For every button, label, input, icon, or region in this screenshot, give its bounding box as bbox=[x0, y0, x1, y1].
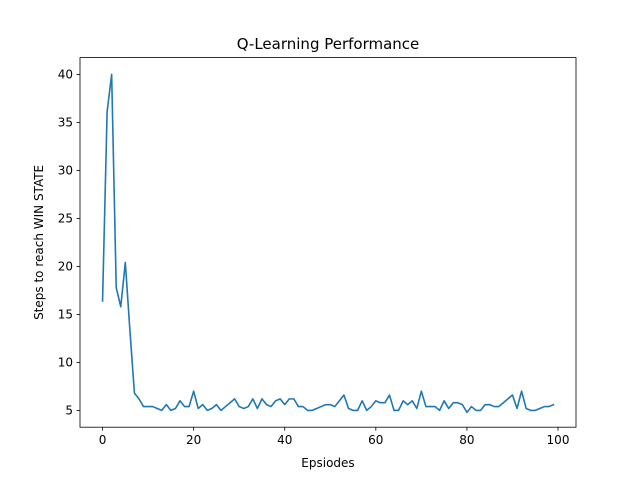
y-tick-label: 25 bbox=[58, 212, 73, 226]
y-axis-ticks: 5 10 15 20 25 30 35 40 bbox=[58, 68, 80, 418]
x-tick-label: 100 bbox=[547, 433, 570, 447]
y-tick-label: 15 bbox=[58, 308, 73, 322]
chart-title: Q-Learning Performance bbox=[237, 35, 420, 53]
series-line bbox=[101, 73, 555, 414]
x-axis-ticks: 0 20 40 60 80 100 bbox=[99, 427, 570, 447]
x-tick-label: 40 bbox=[277, 433, 292, 447]
x-tick-label: 0 bbox=[99, 433, 107, 447]
y-tick-label: 40 bbox=[58, 68, 73, 82]
x-tick-label: 60 bbox=[368, 433, 383, 447]
x-tick-label: 80 bbox=[459, 433, 474, 447]
y-tick-label: 10 bbox=[58, 356, 73, 370]
series-layer bbox=[101, 73, 555, 414]
y-axis-label: Steps to reach WIN STATE bbox=[32, 165, 46, 320]
x-axis-label: Epsiodes bbox=[301, 456, 354, 470]
y-tick-label: 35 bbox=[58, 116, 73, 130]
y-tick-label: 20 bbox=[58, 260, 73, 274]
y-tick-label: 30 bbox=[58, 164, 73, 178]
y-tick-label: 5 bbox=[65, 404, 73, 418]
x-tick-label: 20 bbox=[186, 433, 201, 447]
plot-frame bbox=[79, 57, 577, 428]
